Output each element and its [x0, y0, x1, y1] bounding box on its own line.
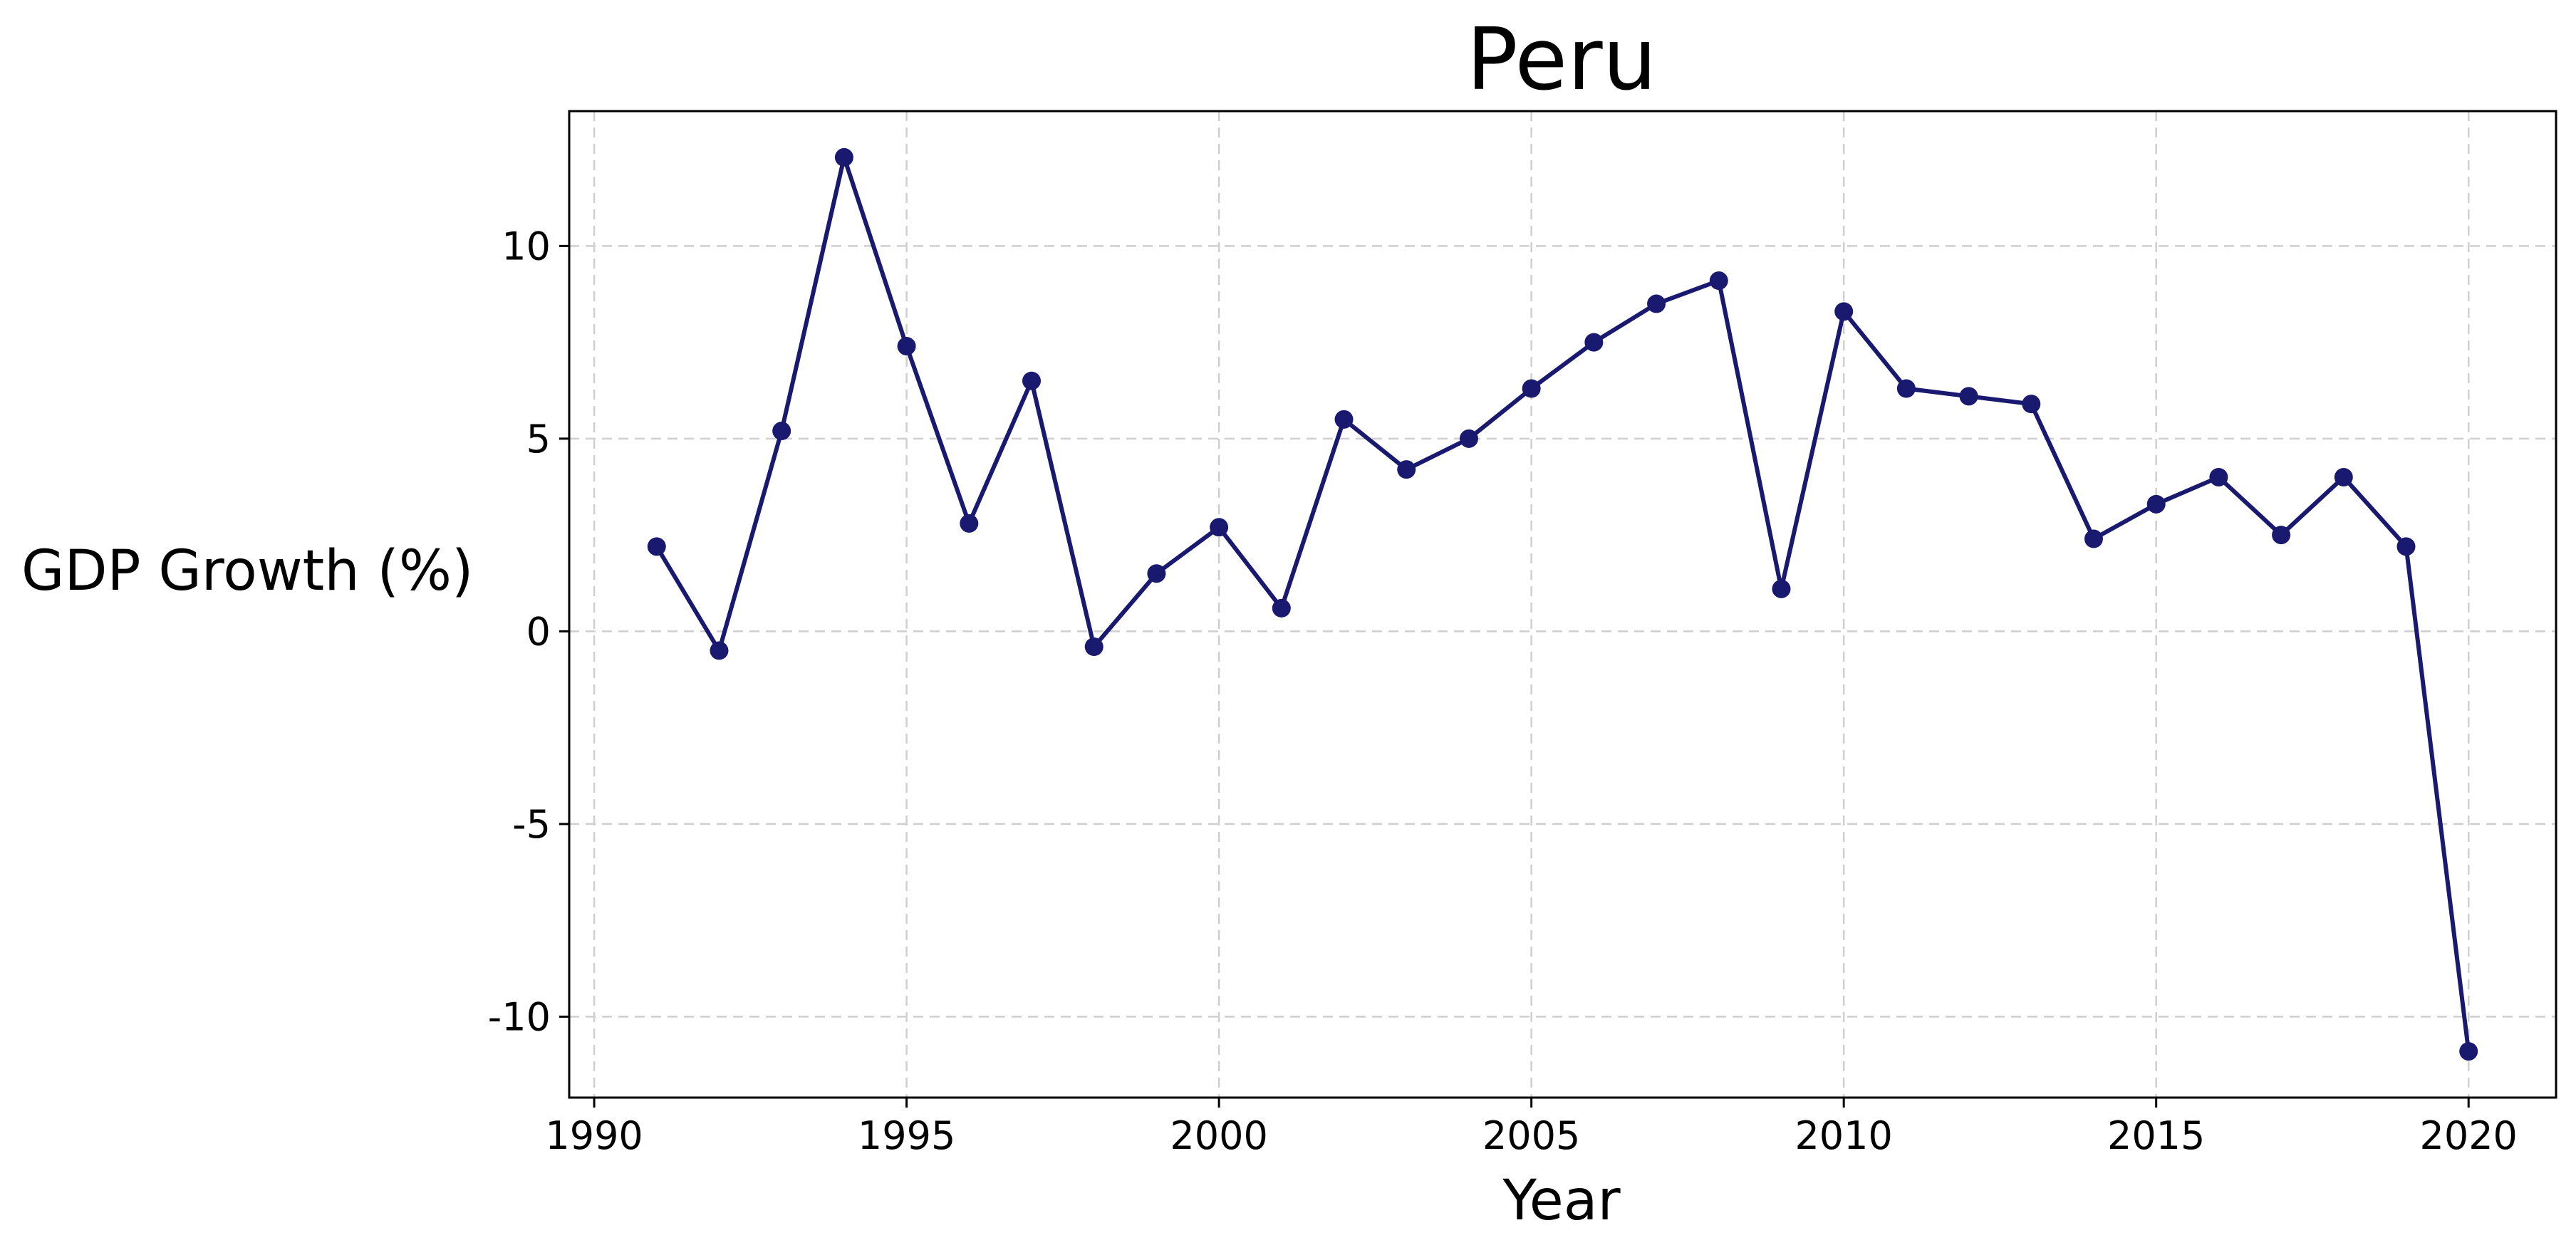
y-tick-label: 0 — [526, 609, 551, 654]
y-tick-label: -5 — [512, 802, 551, 847]
data-point — [1772, 579, 1791, 598]
data-point — [1022, 371, 1042, 390]
data-point — [960, 514, 979, 533]
data-point — [1522, 379, 1541, 398]
data-point — [1584, 333, 1604, 352]
data-point — [2459, 1042, 2478, 1061]
plot-frame — [568, 110, 2557, 1099]
x-tick-label: 2005 — [1482, 1113, 1580, 1158]
x-tick-label: 1995 — [858, 1113, 955, 1158]
data-point — [1334, 410, 1354, 429]
x-tick-label: 2010 — [1795, 1113, 1892, 1158]
data-point — [2272, 526, 2291, 545]
x-tick-label: 1990 — [545, 1113, 643, 1158]
data-point — [2146, 494, 2166, 514]
y-tick-label: -10 — [488, 994, 551, 1039]
data-point — [1647, 294, 1666, 313]
data-point — [1272, 598, 1291, 618]
data-point — [834, 147, 853, 167]
data-point — [1084, 637, 1103, 657]
series-line — [654, 155, 2471, 1054]
y-tick-label: 10 — [502, 224, 551, 269]
data-point — [2022, 395, 2041, 414]
grid-layer — [569, 111, 2556, 1098]
data-point — [2209, 467, 2228, 486]
data-point — [1147, 564, 1166, 583]
data-point — [2396, 537, 2416, 556]
data-point — [1896, 379, 1916, 398]
data-point — [772, 422, 791, 441]
x-tick-label: 2000 — [1170, 1113, 1267, 1158]
y-tick-label: 5 — [526, 417, 551, 462]
data-point — [710, 641, 729, 660]
data-point — [2334, 467, 2353, 486]
data-point — [1397, 460, 1416, 479]
x-tick-label: 2015 — [2107, 1113, 2205, 1158]
data-point — [647, 537, 666, 556]
data-point — [2084, 529, 2103, 548]
x-tick-label: 2020 — [2419, 1113, 2517, 1158]
data-point — [1959, 387, 1978, 406]
data-point — [1459, 429, 1478, 448]
series-layer — [647, 147, 2478, 1061]
x-axis-label: Year — [1502, 1169, 1621, 1233]
data-point — [1834, 302, 1854, 321]
ticks-layer: 1990 1995 2000 2005 2010 2015 2020 -10 -5 0 5 10 — [488, 224, 2518, 1158]
y-axis-label: GDP Growth (%) — [21, 539, 473, 603]
data-point — [1210, 518, 1229, 537]
data-point — [897, 337, 916, 356]
data-point — [1709, 271, 1728, 291]
chart-title: Peru — [1466, 11, 1656, 110]
